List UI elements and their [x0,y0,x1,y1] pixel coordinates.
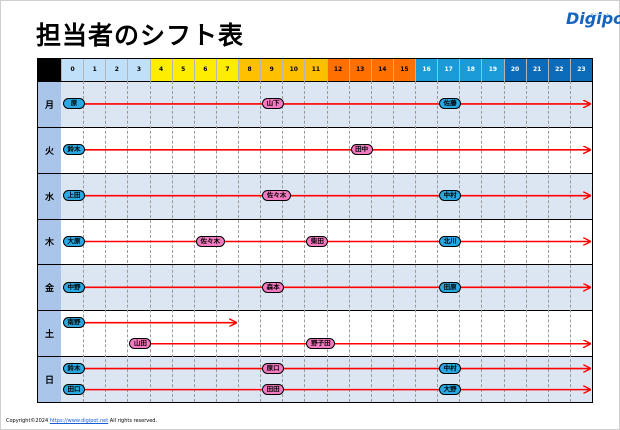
hour-header-10: 10 [282,59,305,81]
hour-header-5: 5 [171,59,194,81]
day-label: 火 [38,126,61,173]
staff-pill: 田中 [350,144,373,156]
day-label: 土 [38,310,61,357]
hour-header-16: 16 [415,59,438,81]
staff-pill: 野子田 [306,338,336,350]
logo-subtext: デジポット [590,12,610,17]
staff-pill: 鈴木 [63,363,85,375]
day-label: 金 [38,264,61,311]
shift-arrows [65,59,592,402]
brand-logo: Digipot デジポット [566,9,620,35]
hour-header-9: 9 [260,59,283,81]
staff-pill: 田口 [63,384,85,396]
staff-pill: 中村 [439,190,462,202]
staff-pill: 中野 [63,281,85,293]
hour-header-15: 15 [392,59,415,81]
hour-header-4: 4 [149,59,172,81]
staff-pill: 北川 [439,236,462,247]
staff-pill: 原口 [262,363,285,375]
staff-pill: 佐々木 [195,236,225,247]
rights-text: All rights reserved. [109,418,158,424]
hour-header-0: 0 [61,59,84,81]
hour-header-19: 19 [481,59,504,81]
footer-link[interactable]: https://www.digipot.net [49,418,109,424]
shift-chart: 0 1 2 3 4 5 6 7 8 9 10 11 12 13 14 15 16 17 18 19 20 21 22 23 月火… [37,58,593,403]
hour-header-23: 23 [569,59,592,81]
staff-pill: 柴田 [306,236,329,247]
hour-header-17: 17 [437,59,460,81]
hour-header-20: 20 [503,59,526,81]
hour-header-7: 7 [215,59,238,81]
staff-pill: 上田 [63,190,85,202]
day-label: 日 [38,356,61,402]
day-label: 水 [38,172,61,219]
day-label: 月 [38,81,61,127]
day-label: 木 [38,218,61,265]
page-title: 担当者のシフト表 [36,21,245,50]
staff-pill: 田田 [262,384,285,396]
staff-pill: 田原 [439,281,462,293]
hour-header-6: 6 [193,59,216,81]
staff-pill: 大原 [63,236,85,247]
staff-pill: 南野 [63,317,85,329]
hour-header-14: 14 [370,59,393,81]
staff-pill: 原 [63,98,85,110]
staff-pill: 山田 [129,338,152,350]
hour-header-1: 1 [83,59,106,81]
hour-header-18: 18 [459,59,482,81]
staff-pill: 中村 [439,363,462,375]
footer: Copyright©2024 https://www.digipot.net A… [6,418,157,425]
staff-pill: 森本 [262,281,285,293]
hour-header-13: 13 [348,59,371,81]
staff-pill: 鈴木 [63,144,85,156]
hour-header-8: 8 [238,59,261,81]
hour-header-22: 22 [547,59,570,81]
hour-header-3: 3 [127,59,150,81]
header-corner [38,59,61,81]
staff-pill: 大野 [439,384,462,396]
logo-text: Digipot [566,9,620,28]
hour-header-12: 12 [326,59,349,81]
hour-header-21: 21 [525,59,548,81]
staff-pill: 山下 [262,98,285,110]
copyright-text: Copyright©2024 [6,418,49,424]
hour-header-2: 2 [105,59,128,81]
staff-pill: 佐々木 [262,190,292,202]
staff-pill: 佐藤 [439,98,462,110]
hour-header-11: 11 [304,59,327,81]
